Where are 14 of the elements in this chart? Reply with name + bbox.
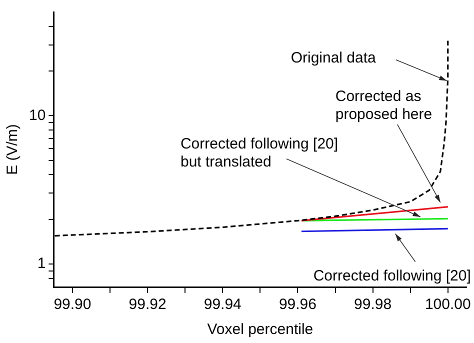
x-tick-label: 99.94 bbox=[204, 296, 242, 314]
annotation: Original data bbox=[290, 49, 377, 66]
annotation: Corrected following [20] bbox=[313, 267, 471, 284]
x-axis-title: Voxel percentile bbox=[207, 321, 314, 338]
y-tick-label: 10 bbox=[28, 106, 46, 124]
annotation: Corrected following [20] but translated bbox=[180, 135, 338, 170]
x-tick-label: 99.92 bbox=[128, 296, 166, 314]
y-axis-title: E (V/m) bbox=[4, 124, 22, 175]
x-tick-label: 99.96 bbox=[278, 296, 316, 314]
x-tick-label: 99.98 bbox=[354, 296, 392, 314]
annotation: Corrected as proposed here bbox=[335, 88, 432, 124]
x-tick-label: 100.00 bbox=[424, 296, 471, 314]
y-tick-label: 1 bbox=[37, 255, 46, 272]
x-tick-label: 99.90 bbox=[54, 296, 92, 314]
